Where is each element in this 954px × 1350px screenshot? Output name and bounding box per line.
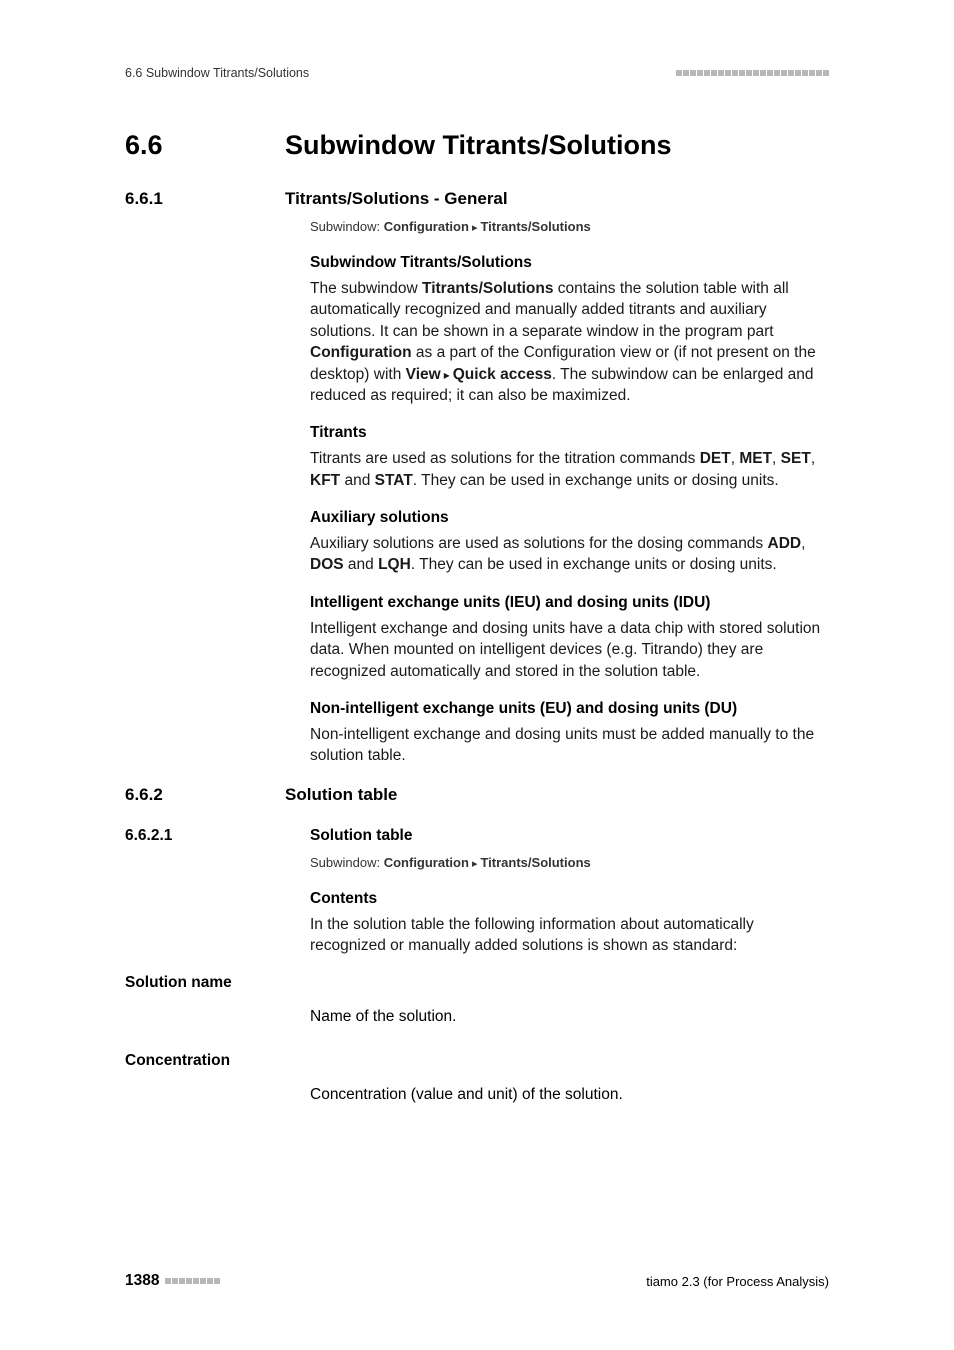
body-text: The subwindow Titrants/Solutions contain… xyxy=(310,278,829,406)
breadcrumb-item: Configuration xyxy=(384,855,469,870)
section-6-6-1-heading: 6.6.1 Titrants/Solutions - General xyxy=(125,189,829,209)
text-bold: DOS xyxy=(310,556,344,573)
text-run: The subwindow xyxy=(310,280,422,297)
section-6-6-2-1-heading: 6.6.2.1 Solution table xyxy=(125,827,829,845)
paragraph-heading: Auxiliary solutions xyxy=(310,509,829,527)
text-bold: Quick access xyxy=(453,366,552,383)
subsection-number: 6.6.2 xyxy=(125,785,285,805)
breadcrumb-item: Configuration xyxy=(384,219,469,234)
page-footer: 1388 tiamo 2.3 (for Process Analysis) xyxy=(125,1272,829,1290)
breadcrumb-item: Titrants/Solutions xyxy=(480,855,590,870)
breadcrumb-item: Titrants/Solutions xyxy=(480,219,590,234)
text-bold: Titrants/Solutions xyxy=(422,280,553,297)
footer-left: 1388 xyxy=(125,1272,220,1290)
paragraph-heading: Contents xyxy=(310,890,829,908)
text-bold: SET xyxy=(781,450,811,467)
header-section-ref: 6.6 Subwindow Titrants/Solutions xyxy=(125,66,309,80)
definition-term: Concentration xyxy=(125,1052,829,1070)
paragraph-heading: Titrants xyxy=(310,424,829,442)
subsubsection-title: Solution table xyxy=(310,827,412,845)
text-run: Auxiliary solutions are used as solution… xyxy=(310,535,768,552)
text-bold: STAT xyxy=(375,472,413,489)
section-6-6-heading: 6.6 Subwindow Titrants/Solutions xyxy=(125,130,829,161)
definition-term: Solution name xyxy=(125,974,829,992)
text-bold: View xyxy=(406,366,441,383)
subsection-title: Titrants/Solutions - General xyxy=(285,189,508,209)
subsubsection-number: 6.6.2.1 xyxy=(125,827,310,845)
breadcrumb-arrow-icon: ▸ xyxy=(469,858,481,870)
definition-description: Name of the solution. xyxy=(310,1006,829,1027)
body-text: Auxiliary solutions are used as solution… xyxy=(310,533,829,576)
text-bold: MET xyxy=(739,450,772,467)
text-bold: KFT xyxy=(310,472,340,489)
subsection-title: Solution table xyxy=(285,785,397,805)
body-text: In the solution table the following info… xyxy=(310,914,829,957)
text-run: and xyxy=(340,472,374,489)
page-number: 1388 xyxy=(125,1272,159,1290)
definition-description: Concentration (value and unit) of the so… xyxy=(310,1084,829,1105)
paragraph-heading: Non-intelligent exchange units (EU) and … xyxy=(310,700,829,718)
footer-product-name: tiamo 2.3 (for Process Analysis) xyxy=(646,1274,829,1289)
text-bold: ADD xyxy=(768,535,802,552)
subsection-number: 6.6.1 xyxy=(125,189,285,209)
header-decoration xyxy=(676,70,829,76)
breadcrumb-arrow-icon: ▸ xyxy=(469,222,481,234)
text-run: , xyxy=(811,450,815,467)
body-text: Intelligent exchange and dosing units ha… xyxy=(310,618,829,682)
breadcrumb: Subwindow: Configuration▸Titrants/Soluti… xyxy=(310,219,829,234)
text-run: . They can be used in exchange units or … xyxy=(413,472,779,489)
text-run: , xyxy=(801,535,805,552)
breadcrumb-label: Subwindow: xyxy=(310,855,384,870)
text-bold: DET xyxy=(700,450,731,467)
text-run: Titrants are used as solutions for the t… xyxy=(310,450,700,467)
footer-decoration xyxy=(165,1278,220,1284)
text-run: and xyxy=(344,556,378,573)
section-title: Subwindow Titrants/Solutions xyxy=(285,130,672,161)
running-header: 6.6 Subwindow Titrants/Solutions xyxy=(125,66,829,80)
body-text: Non-intelligent exchange and dosing unit… xyxy=(310,724,829,767)
breadcrumb-label: Subwindow: xyxy=(310,219,384,234)
paragraph-heading: Intelligent exchange units (IEU) and dos… xyxy=(310,594,829,612)
text-bold: Configuration xyxy=(310,344,412,361)
section-number: 6.6 xyxy=(125,130,285,161)
arrow-icon: ▸ xyxy=(441,368,453,382)
breadcrumb: Subwindow: Configuration▸Titrants/Soluti… xyxy=(310,855,829,870)
text-run: , xyxy=(772,450,781,467)
body-text: Titrants are used as solutions for the t… xyxy=(310,448,829,491)
section-6-6-2-heading: 6.6.2 Solution table xyxy=(125,785,829,805)
paragraph-heading: Subwindow Titrants/Solutions xyxy=(310,254,829,272)
text-bold: LQH xyxy=(378,556,411,573)
text-run: . They can be used in exchange units or … xyxy=(411,556,777,573)
